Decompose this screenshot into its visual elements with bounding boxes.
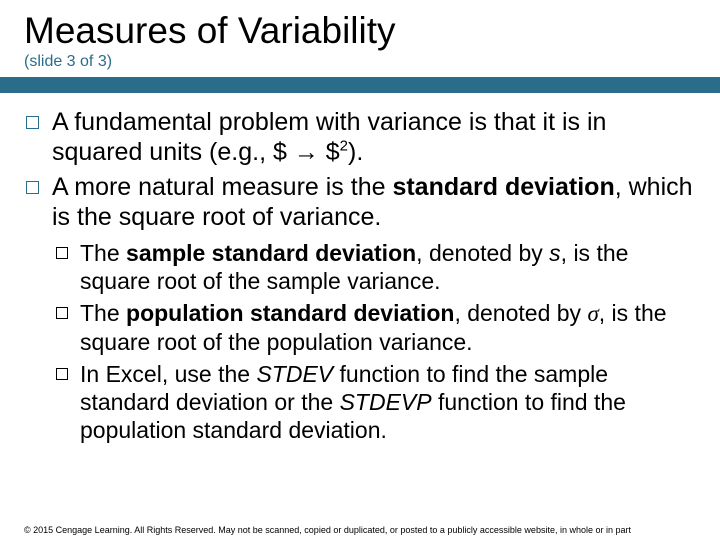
text-fragment: In Excel, use the bbox=[80, 361, 256, 387]
bullet-l2-item: In Excel, use the STDEV function to find… bbox=[80, 360, 696, 444]
sigma-symbol: σ bbox=[587, 301, 598, 326]
bullet-l1-item: A fundamental problem with variance is t… bbox=[52, 107, 696, 168]
text-fragment: , denoted by bbox=[454, 300, 587, 326]
arrow-glyph: → bbox=[294, 138, 319, 166]
bullet-l2-item: The population standard deviation, denot… bbox=[80, 299, 696, 356]
bullet-l1-item: A more natural measure is the standard d… bbox=[52, 172, 696, 444]
title-divider-bar bbox=[0, 77, 720, 93]
italic-term: STDEV bbox=[256, 361, 333, 387]
text-fragment: $ bbox=[319, 138, 340, 166]
bullet-list-level1: A fundamental problem with variance is t… bbox=[24, 107, 696, 444]
bold-term: population standard deviation bbox=[126, 300, 454, 326]
superscript: 2 bbox=[340, 138, 348, 155]
bold-term: sample standard deviation bbox=[126, 240, 416, 266]
italic-symbol: s bbox=[549, 240, 561, 266]
bold-term: standard deviation bbox=[392, 173, 614, 201]
slide-title: Measures of Variability bbox=[24, 12, 696, 51]
text-fragment: The bbox=[80, 300, 126, 326]
bullet-l2-item: The sample standard deviation, denoted b… bbox=[80, 239, 696, 295]
text-fragment: , denoted by bbox=[416, 240, 549, 266]
text-fragment: The bbox=[80, 240, 126, 266]
slide-subtitle: (slide 3 of 3) bbox=[24, 53, 696, 71]
bullet-list-level2: The sample standard deviation, denoted b… bbox=[52, 239, 696, 444]
slide-container: Measures of Variability (slide 3 of 3) A… bbox=[0, 0, 720, 540]
text-fragment: A more natural measure is the bbox=[52, 173, 392, 201]
italic-term: STDEVP bbox=[340, 389, 432, 415]
copyright-notice: © 2015 Cengage Learning. All Rights Rese… bbox=[24, 526, 696, 536]
text-fragment: ). bbox=[348, 138, 363, 166]
